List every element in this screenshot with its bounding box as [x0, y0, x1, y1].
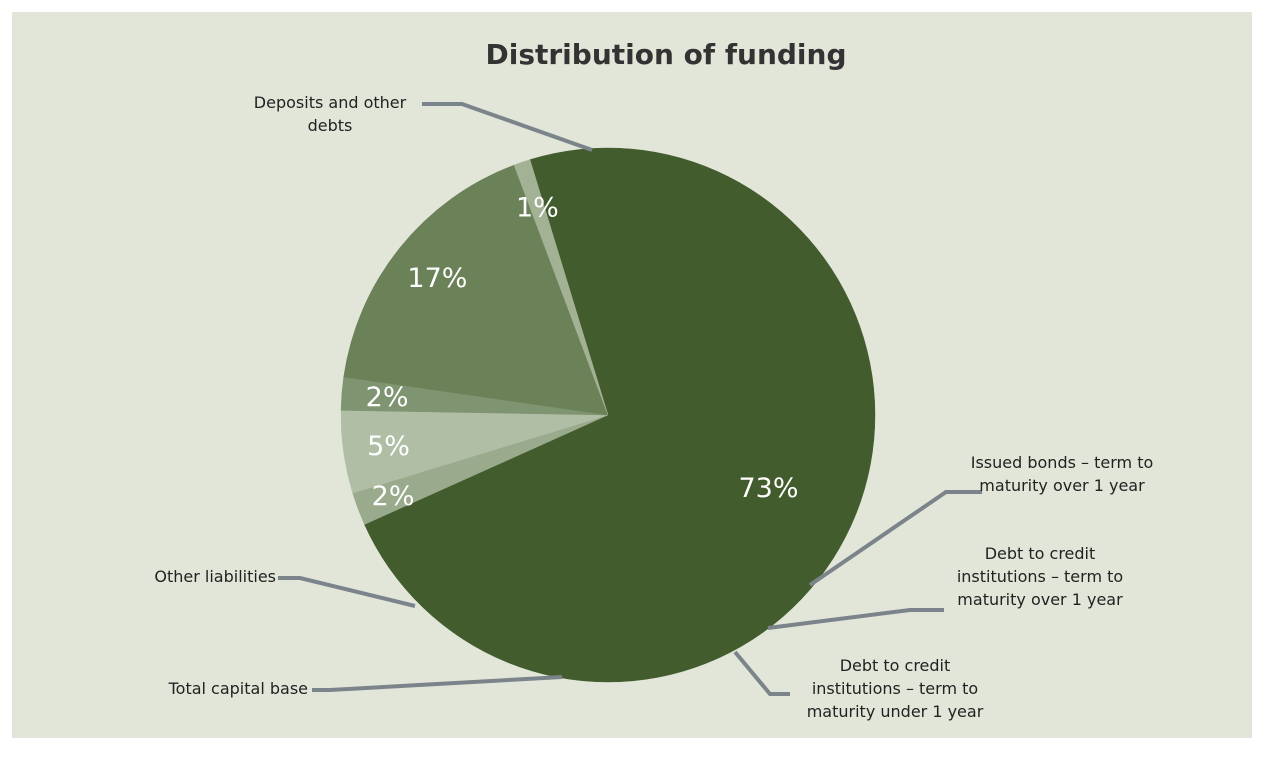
leader-line [278, 576, 416, 608]
slice-percent-label: 5% [367, 431, 410, 462]
slice-category-label: Issued bonds – term to maturity over 1 ye… [971, 453, 1154, 495]
pie-slice [364, 147, 876, 683]
pie-slice [513, 159, 609, 416]
slice-category-label: Total capital base [168, 679, 308, 698]
pie-slices [340, 147, 876, 683]
slice-percent-label: 73% [738, 473, 798, 504]
slice-percent-label: 1% [516, 193, 559, 224]
slice-category-label: Other liabilities [154, 567, 276, 586]
leader-line [808, 490, 982, 587]
chart-title: Distribution of funding [485, 38, 846, 71]
pie-slice [343, 164, 609, 416]
leader-line [312, 675, 563, 692]
category-labels: Deposits and other debts Issued bonds – te… [154, 93, 1153, 721]
percent-labels: 73% 2% 5% 2% 17% 1% [366, 193, 799, 512]
leader-line [767, 608, 944, 630]
slice-percent-label: 2% [372, 481, 415, 512]
leader-lines [278, 102, 982, 696]
slice-category-label: Deposits and other debts [254, 93, 407, 135]
leader-line [422, 102, 593, 152]
leader-line [733, 650, 790, 696]
slice-percent-label: 17% [407, 263, 467, 294]
slice-percent-label: 2% [366, 382, 409, 413]
slice-category-label: Debt to credit institutions – term to matu… [957, 544, 1123, 609]
slice-category-label: Debt to credit institutions – term to matu… [807, 656, 984, 721]
